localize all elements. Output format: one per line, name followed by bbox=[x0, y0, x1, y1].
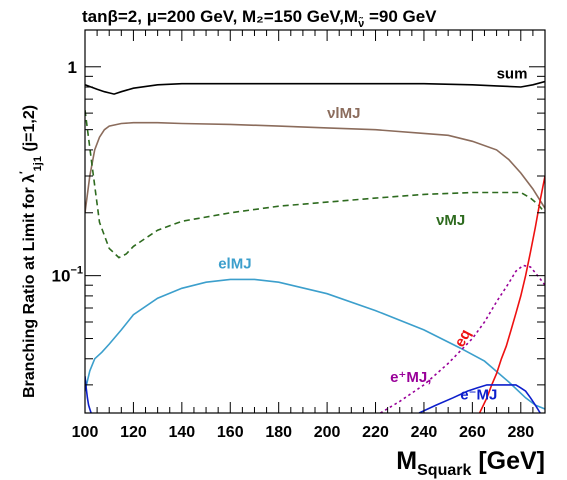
x-tick-label-2: 140 bbox=[168, 424, 195, 441]
x-tick-label-3: 160 bbox=[217, 424, 244, 441]
series-line-0 bbox=[85, 80, 545, 95]
series-label-3: elMJ bbox=[218, 256, 251, 273]
x-tick-label-0: 100 bbox=[72, 424, 99, 441]
x-axis-title: MSquark [GeV] bbox=[396, 447, 545, 479]
y-tick-label-1: 10−1 bbox=[52, 265, 83, 286]
series-label-0: sum bbox=[497, 65, 528, 82]
chart-title: tanβ=2, μ=200 GeV, M₂=150 GeV,Mν̃ =90 Ge… bbox=[82, 7, 437, 30]
series-line-1 bbox=[85, 121, 545, 213]
x-tick-label-4: 180 bbox=[265, 424, 292, 441]
series-label-2: νMJ bbox=[436, 212, 465, 229]
x-tick-label-9: 280 bbox=[507, 424, 534, 441]
series-label-6: e⁻MJ bbox=[460, 387, 497, 404]
series-label-4: eq bbox=[451, 327, 474, 350]
series-line-6 bbox=[418, 384, 542, 413]
x-tick-label-1: 120 bbox=[120, 424, 147, 441]
series-line-2 bbox=[85, 109, 545, 259]
series-label-5: e⁺MJ, bbox=[390, 369, 431, 386]
series-line-5 bbox=[379, 264, 545, 413]
x-tick-label-5: 200 bbox=[314, 424, 341, 441]
series-layer bbox=[85, 80, 545, 413]
x-tick-label-6: 220 bbox=[362, 424, 389, 441]
plot-area: sum νlMJ νMJ elMJ eq e⁺MJ, e⁻MJ 100 120 140 160 18… bbox=[52, 29, 546, 441]
series-line-7 bbox=[85, 376, 92, 413]
y-axis-title: Branching Ratio at Limit for λ′1j1 (j=1,… bbox=[18, 105, 44, 398]
series-label-1: νlMJ bbox=[327, 105, 360, 122]
axis-ticks: 100 120 140 160 180 200 220 240 260 280 1 10−1 bbox=[52, 30, 546, 441]
series-line-4 bbox=[478, 175, 545, 413]
y-tick-label-0: 1 bbox=[68, 58, 77, 77]
x-tick-label-8: 260 bbox=[459, 424, 486, 441]
x-tick-label-7: 240 bbox=[411, 424, 438, 441]
series-label-layer: sum νlMJ νMJ elMJ eq e⁺MJ, e⁻MJ bbox=[218, 65, 527, 403]
